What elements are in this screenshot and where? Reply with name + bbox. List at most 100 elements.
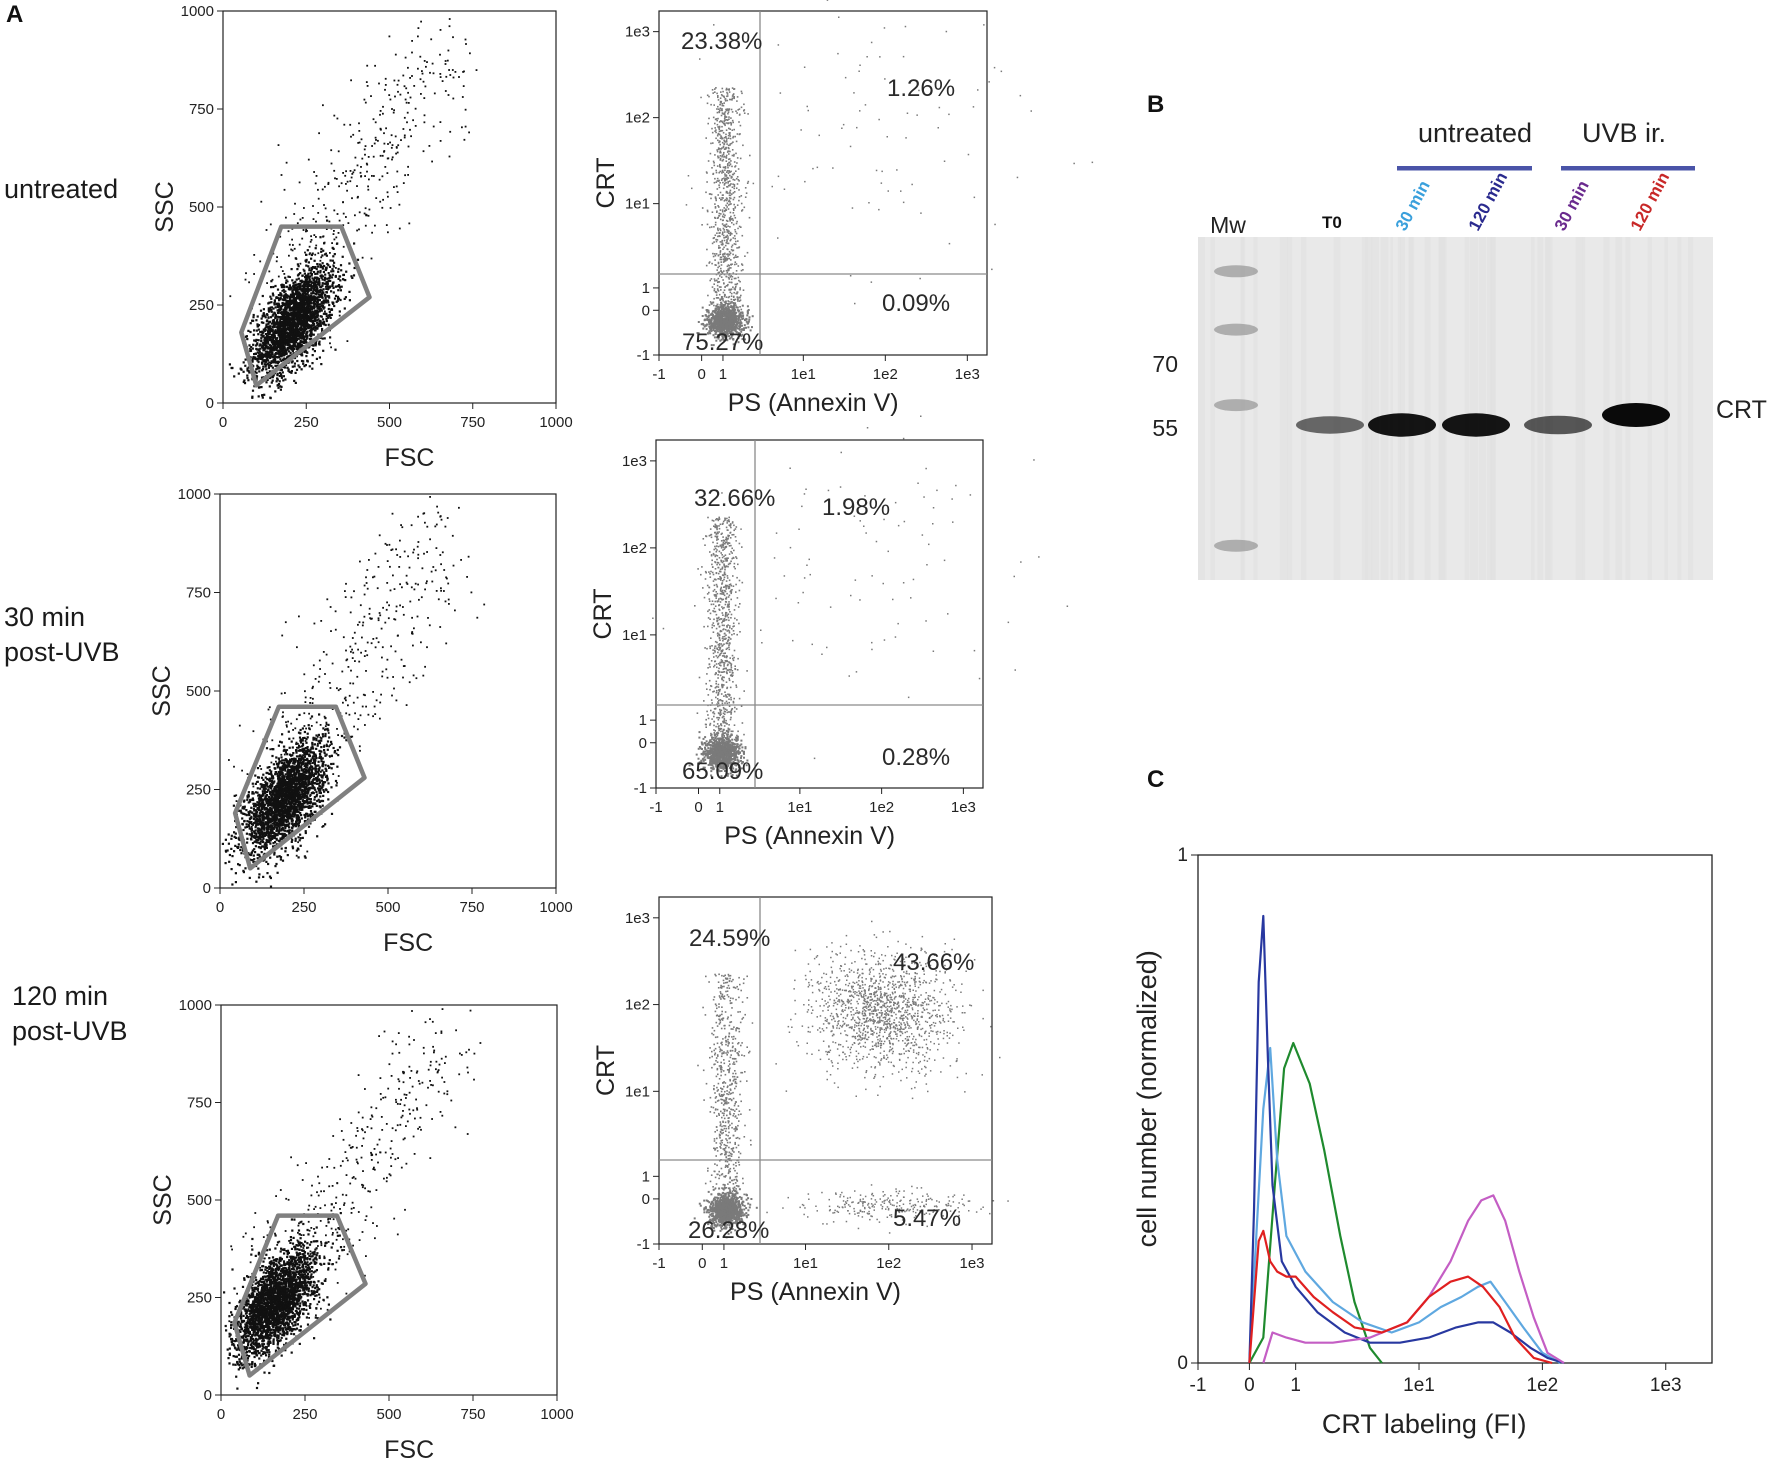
event-dot <box>306 302 310 306</box>
event-dot <box>306 334 309 337</box>
event-dot <box>342 245 345 248</box>
event-dot <box>335 285 338 288</box>
event-dot <box>325 300 328 303</box>
event-dot <box>264 350 267 353</box>
event-dot <box>423 121 426 124</box>
event-dot <box>274 323 277 326</box>
event-dot <box>247 823 250 826</box>
event-dot <box>432 72 435 75</box>
event-dot <box>404 98 407 101</box>
event-dot <box>279 296 282 299</box>
event-dot <box>278 355 281 358</box>
event-dot <box>234 881 237 884</box>
event-dot <box>308 278 311 281</box>
event-dot <box>276 372 279 375</box>
event-dot <box>314 253 317 256</box>
event-dot <box>276 311 279 315</box>
event-dot <box>395 185 398 188</box>
event-dot <box>318 340 321 343</box>
y-tick-label: 750 <box>186 585 211 602</box>
event-dot <box>283 332 286 335</box>
event-dot <box>286 854 289 857</box>
event-dot <box>354 214 356 217</box>
event-dot <box>258 303 261 306</box>
event-dot <box>396 151 399 154</box>
event-dot <box>420 93 422 95</box>
event-dot <box>287 327 290 330</box>
event-dot <box>292 334 295 337</box>
event-dot <box>237 372 240 375</box>
event-dot <box>251 360 254 363</box>
event-dot <box>296 268 299 271</box>
event-dot <box>313 318 317 321</box>
event-dot <box>283 286 286 289</box>
event-dot <box>409 128 411 131</box>
event-dot <box>292 297 295 300</box>
event-dot <box>293 344 297 347</box>
event-dot <box>279 325 282 328</box>
event-dot <box>264 336 267 340</box>
event-dot <box>396 170 399 173</box>
event-dot <box>306 297 309 300</box>
event-dot <box>255 319 258 322</box>
event-dot <box>277 275 280 278</box>
event-dot <box>334 779 338 783</box>
event-dot <box>309 314 312 317</box>
event-dot <box>367 185 369 188</box>
event-dot <box>324 296 327 300</box>
event-dot <box>356 185 358 187</box>
event-dot <box>429 71 431 74</box>
event-dot <box>315 236 317 238</box>
event-dot <box>292 348 296 351</box>
event-dot <box>305 355 308 358</box>
event-dot <box>270 316 273 319</box>
event-dot <box>287 343 290 346</box>
event-dot <box>278 339 281 342</box>
event-dot <box>317 289 320 292</box>
event-dot <box>332 286 335 289</box>
event-dot <box>318 785 322 788</box>
event-dot <box>330 767 333 770</box>
event-dot <box>280 335 284 338</box>
event-dot <box>256 364 259 367</box>
event-dot <box>322 794 325 797</box>
event-dot <box>283 338 286 341</box>
event-dot <box>256 366 260 369</box>
event-dot <box>295 302 298 305</box>
event-dot <box>254 782 257 785</box>
event-dot <box>292 322 295 324</box>
event-dot <box>311 307 314 310</box>
event-dot <box>323 204 325 206</box>
event-dot <box>251 347 254 350</box>
event-dot <box>260 776 264 779</box>
event-dot <box>296 287 299 290</box>
event-dot <box>278 297 281 300</box>
event-dot <box>313 315 316 319</box>
event-dot <box>323 337 326 340</box>
event-dot <box>291 314 294 317</box>
event-dot <box>337 277 340 280</box>
event-dot <box>266 378 269 381</box>
event-dot <box>344 174 347 177</box>
event-dot <box>282 342 285 345</box>
event-dot <box>290 317 293 320</box>
event-dot <box>274 284 277 288</box>
event-dot <box>307 318 310 321</box>
event-dot <box>312 271 316 274</box>
event-dot <box>265 333 268 336</box>
event-dot <box>280 328 284 331</box>
event-dot <box>315 357 318 360</box>
event-dot <box>403 136 406 139</box>
event-dot <box>273 348 276 351</box>
event-dot <box>311 320 314 323</box>
event-dot <box>307 724 310 727</box>
event-dot <box>274 306 277 309</box>
event-dot <box>265 313 268 316</box>
event-dot <box>423 60 426 62</box>
event-dot <box>295 347 298 350</box>
event-dot <box>285 323 288 325</box>
event-dot <box>280 266 283 268</box>
event-dot <box>345 170 347 173</box>
event-dot <box>326 281 329 284</box>
event-dot <box>278 380 281 383</box>
